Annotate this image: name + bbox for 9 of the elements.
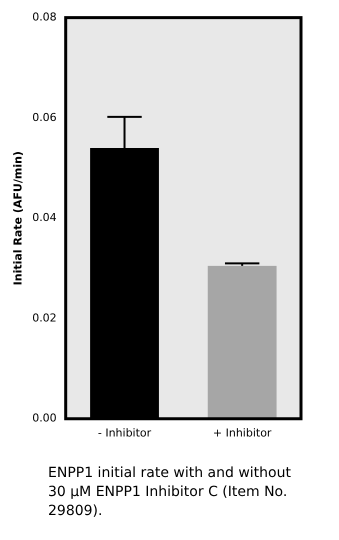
x-tick-label: - Inhibitor <box>98 426 152 440</box>
y-axis-title: Initial Rate (AFU/min) <box>11 151 24 286</box>
x-tick-label: + Inhibitor <box>212 426 272 440</box>
y-tick-label: 0.02 <box>32 311 57 324</box>
y-tick-label: 0.06 <box>32 110 57 124</box>
y-tick-label: 0.08 <box>32 10 57 24</box>
y-tick-label: 0.04 <box>32 211 57 224</box>
text: ENPP1 initial rate with and without 30 µM ENPP1 Inhibitor C (Item No. 29809). <box>47 464 292 521</box>
y-tick-label: 0.00 <box>32 412 57 425</box>
